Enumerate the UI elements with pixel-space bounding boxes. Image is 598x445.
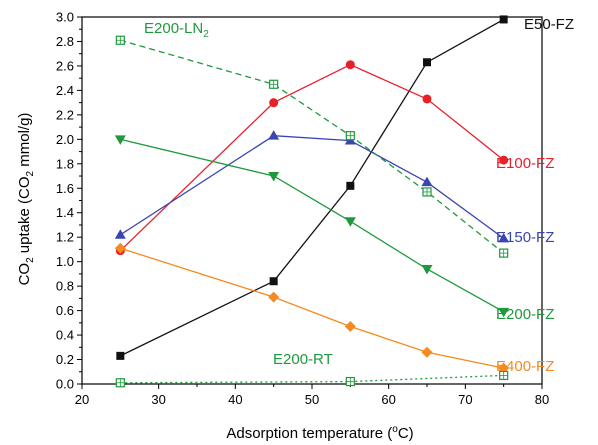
series-label-e150: E150-FZ	[496, 229, 554, 246]
series-label-e400: E400-FZ	[496, 358, 554, 375]
data-point-e50	[116, 351, 125, 360]
series-line-e200	[120, 138, 505, 313]
data-point-e400	[268, 291, 280, 303]
y-tick-label: 0.6	[56, 303, 74, 318]
y-tick-label: 0.0	[56, 377, 74, 392]
data-point-e400	[344, 321, 356, 333]
series-line-e50	[120, 18, 505, 357]
series-layer	[114, 15, 510, 388]
series-e50	[116, 15, 508, 360]
series-label-e200: E200-FZ	[496, 306, 554, 323]
axis-ticks: 20 30 40 50 60 70 80 0.0 0.2 0.4 0.6 0.8 1.0 1.2 1.4 1.…	[56, 10, 549, 408]
series-label-e100: E100-FZ	[496, 155, 554, 172]
series-e150	[114, 130, 510, 243]
plot-area	[81, 16, 543, 385]
series-labels: E50-FZ E100-FZ E150-FZ E200-FZ E400-FZ E…	[144, 16, 574, 375]
x-tick-label: 50	[305, 392, 319, 407]
y-axis-title: CO2 uptake (CO2 mmol/g)	[16, 113, 36, 286]
series-line-e200ln2	[120, 39, 505, 254]
data-point-e100	[345, 60, 355, 70]
data-point-e100	[499, 155, 509, 165]
y-tick-label: 3.0	[56, 10, 74, 25]
data-point-e400	[114, 242, 126, 254]
x-tick-label: 40	[228, 392, 242, 407]
series-label-e200-rt: E200-RT	[273, 351, 333, 368]
x-tick-label: 60	[381, 392, 395, 407]
data-point-e200	[421, 265, 433, 275]
series-e200ln2	[115, 35, 509, 258]
data-point-e50	[499, 15, 508, 24]
data-point-e150	[498, 232, 510, 243]
data-point-e200	[114, 135, 126, 145]
y-tick-label: 1.8	[56, 156, 74, 171]
plot-frame	[81, 16, 543, 385]
data-point-e200	[498, 307, 510, 318]
x-tick-label: 30	[151, 392, 165, 407]
data-point-e50	[423, 58, 431, 67]
y-tick-label: 0.4	[56, 328, 74, 343]
y-tick-label: 1.6	[56, 181, 74, 196]
y-tick-label: 1.0	[56, 254, 74, 269]
series-label-e200-ln2: E200-LN2	[144, 20, 209, 40]
data-point-e150	[421, 176, 433, 187]
y-tick-label: 0.2	[56, 352, 74, 367]
series-e200rt	[115, 370, 509, 388]
y-tick-label: 1.2	[56, 230, 74, 245]
data-point-e50	[269, 277, 278, 286]
y-tick-label: 2.6	[56, 58, 74, 73]
y-tick-label: 2.2	[56, 107, 74, 122]
y-tick-label: 2.4	[56, 83, 74, 98]
series-line-e100	[119, 63, 505, 252]
data-point-e100	[422, 94, 432, 104]
y-tick-label: 1.4	[56, 205, 74, 220]
series-e200	[114, 135, 510, 318]
data-point-e200	[344, 217, 356, 227]
x-tick-label: 80	[535, 392, 549, 407]
x-tick-label: 20	[75, 392, 89, 407]
series-line-e200rt	[120, 374, 504, 384]
series-line-e150	[119, 135, 505, 239]
data-point-e200	[268, 172, 280, 182]
data-point-e100	[269, 98, 279, 108]
y-tick-label: 2.8	[56, 34, 74, 49]
data-point-e50	[346, 181, 355, 190]
x-tick-label: 70	[458, 392, 472, 407]
data-point-e400	[421, 346, 433, 358]
x-axis-title: Adsorption temperature (oC)	[226, 424, 413, 442]
y-tick-label: 2.0	[56, 132, 74, 147]
data-point-e150	[268, 130, 280, 140]
series-label-e50: E50-FZ	[524, 16, 574, 33]
series-e100	[115, 60, 509, 256]
y-tick-label: 0.8	[56, 279, 74, 294]
data-point-e150	[114, 229, 126, 239]
